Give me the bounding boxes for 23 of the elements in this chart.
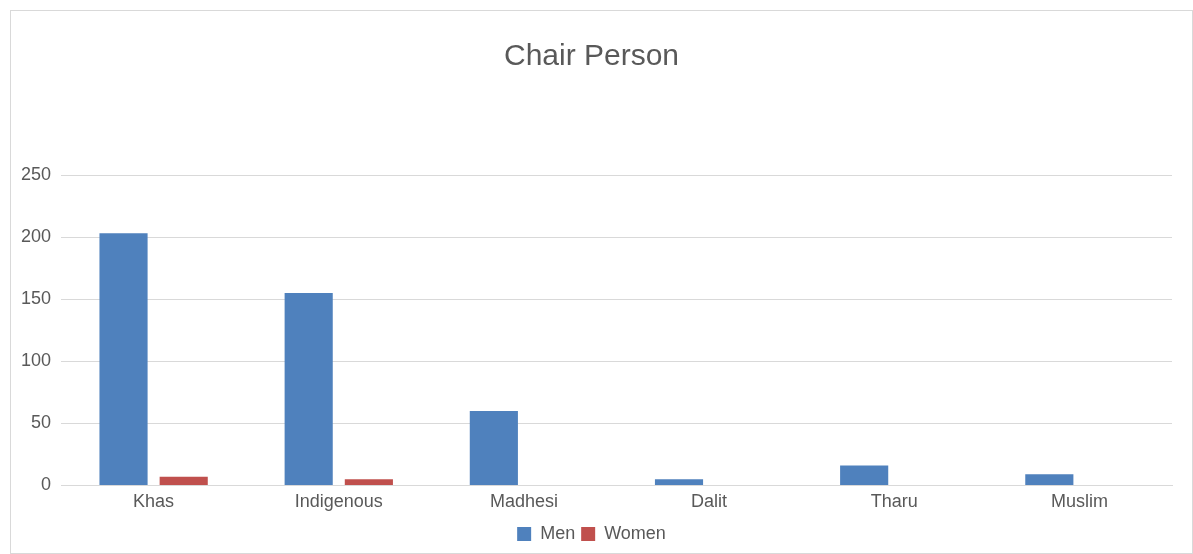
bar <box>344 479 393 485</box>
y-tick-label: 150 <box>20 288 52 309</box>
bar <box>840 465 889 485</box>
y-tick-label: 200 <box>20 226 52 247</box>
bar <box>99 233 148 485</box>
legend-label: Women <box>604 522 666 543</box>
x-tick-label: Madhesi <box>489 491 558 512</box>
y-tick-label: 250 <box>20 163 52 184</box>
bar <box>654 479 704 485</box>
x-tick-label: Tharu <box>870 491 918 512</box>
y-tick-label: 0 <box>41 474 52 495</box>
bar <box>159 476 208 485</box>
chart-title: Chair Person <box>503 38 680 72</box>
legend-label: Men <box>540 522 576 543</box>
x-tick-label: Khas <box>133 491 175 512</box>
x-tick-label: Indigenous <box>294 491 383 512</box>
bar <box>284 292 333 485</box>
x-tick-label: Dalit <box>691 491 728 512</box>
y-tick-label: 100 <box>20 350 52 371</box>
x-tick-label: Muslim <box>1050 491 1108 512</box>
bar <box>1025 474 1074 485</box>
bar <box>469 410 518 485</box>
y-tick-label: 50 <box>31 412 52 433</box>
